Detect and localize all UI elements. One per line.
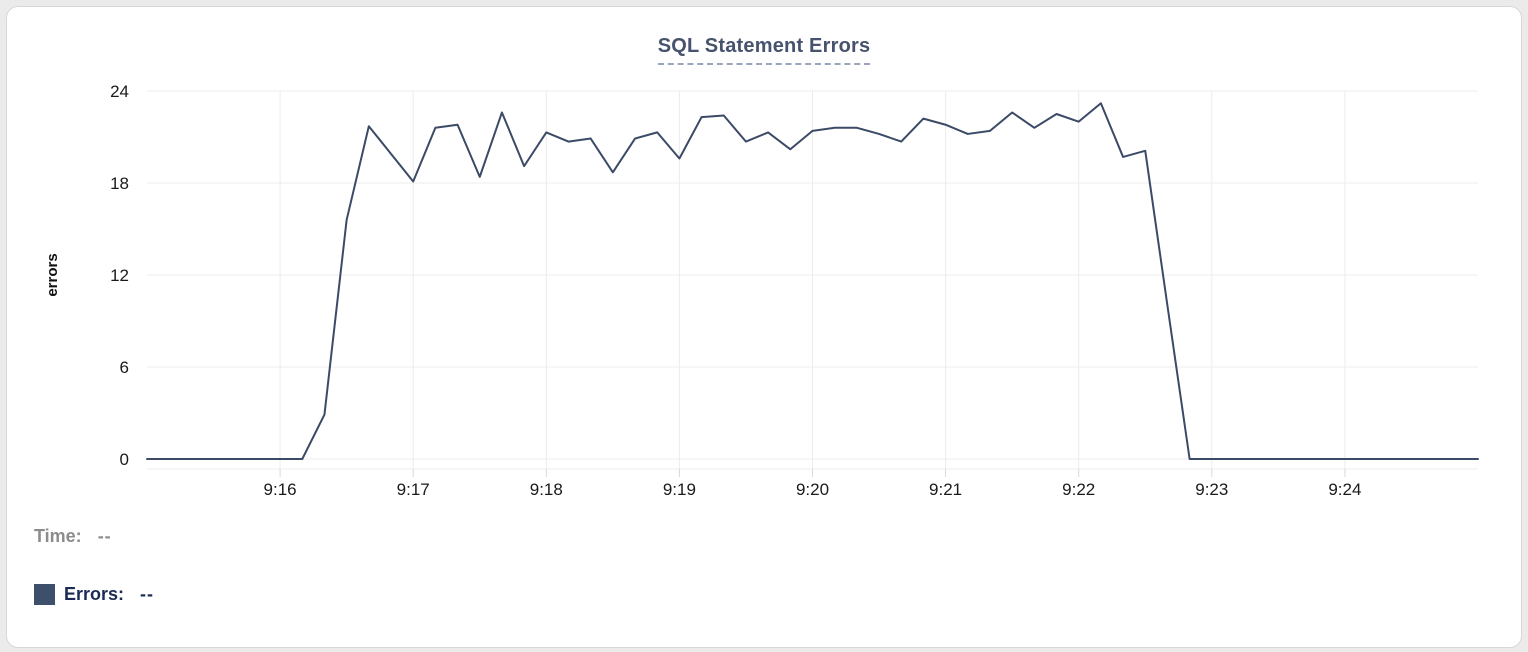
- x-tick-label: 9:22: [1062, 480, 1095, 499]
- y-axis-title: errors: [44, 253, 61, 296]
- time-label: Time:: [34, 525, 82, 546]
- errors-series-swatch: [34, 583, 55, 605]
- y-tick-label: 0: [120, 450, 129, 469]
- errors-chart[interactable]: 0 6 12 18 24 9:16 9:17 9:18 9:19 9:20 9:21 9:22 9:23…: [7, 7, 1528, 507]
- legend-errors-row: Errors: --: [34, 582, 154, 606]
- x-tick-label: 9:24: [1328, 480, 1361, 499]
- chart-card: SQL Statement Errors 0 6 12 18 24 9:16 9:17 9:1…: [6, 6, 1522, 648]
- tooltip-time-row: Time: --: [34, 524, 154, 548]
- chart-title[interactable]: SQL Statement Errors: [657, 35, 871, 65]
- y-tick-label: 12: [110, 266, 129, 285]
- x-tick-label: 9:20: [796, 480, 829, 499]
- y-tick-label: 6: [120, 358, 129, 377]
- errors-value: --: [140, 583, 155, 604]
- errors-series-line: [146, 102, 1479, 460]
- x-tick-label: 9:21: [929, 480, 962, 499]
- time-value: --: [97, 525, 112, 546]
- tooltip-readout: Time: -- Errors: --: [34, 524, 154, 606]
- x-tick-label: 9:18: [530, 480, 563, 499]
- x-tick-label: 9:19: [663, 480, 696, 499]
- x-tick-label: 9:17: [397, 480, 430, 499]
- errors-label: Errors:: [64, 583, 125, 604]
- y-tick-label: 24: [110, 82, 129, 101]
- y-tick-label: 18: [110, 174, 129, 193]
- x-tick-label: 9:23: [1195, 480, 1228, 499]
- x-tick-label: 9:16: [264, 480, 297, 499]
- chart-header: SQL Statement Errors: [7, 35, 1521, 65]
